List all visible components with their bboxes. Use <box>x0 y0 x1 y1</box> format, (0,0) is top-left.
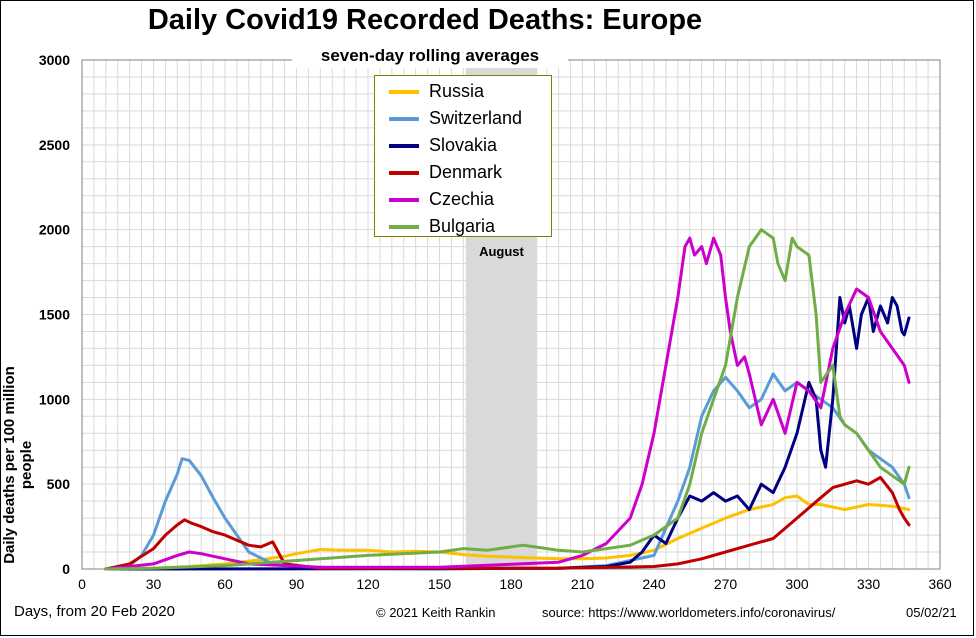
x-tick-label: 180 <box>499 576 523 592</box>
legend-swatch-slovakia <box>389 143 419 148</box>
x-tick-label: 240 <box>642 576 666 592</box>
legend-label-bulgaria: Bulgaria <box>429 216 496 236</box>
legend: Russia Switzerland Slovakia Denmark Czec… <box>374 75 552 237</box>
series-line-czechia <box>104 236 911 571</box>
date-text: 05/02/21 <box>906 605 957 620</box>
legend-item: Bulgaria <box>375 213 551 240</box>
legend-swatch-czechia <box>389 197 419 202</box>
y-tick-label: 2000 <box>39 222 70 238</box>
y-tick-label: 1000 <box>39 391 70 407</box>
legend-swatch-russia <box>389 89 419 94</box>
x-tick-label: 300 <box>785 576 809 592</box>
legend-item: Slovakia <box>375 132 551 159</box>
y-tick-label: 3000 <box>39 52 70 68</box>
legend-item: Switzerland <box>375 105 551 132</box>
legend-item: Denmark <box>375 159 551 186</box>
y-axis-label: Daily deaths per 100 million people <box>1 366 35 564</box>
legend-label-czechia: Czechia <box>429 189 495 209</box>
x-tick-label: 0 <box>78 576 86 592</box>
series-line-russia <box>104 494 911 571</box>
chart-subtitle: seven-day rolling averages <box>292 44 568 68</box>
august-label: August <box>479 244 524 259</box>
x-tick-label: 90 <box>289 576 305 592</box>
y-tick-label: 0 <box>62 561 70 577</box>
legend-label-switzerland: Switzerland <box>429 108 523 128</box>
series-line-slovakia <box>104 296 911 571</box>
x-tick-label: 120 <box>356 576 380 592</box>
x-axis-label: Days, from 20 Feb 2020 <box>14 603 175 620</box>
series-line-denmark <box>104 475 911 571</box>
legend-label-russia: Russia <box>429 81 485 101</box>
x-tick-label: 210 <box>571 576 595 592</box>
legend-swatch-switzerland <box>389 116 419 121</box>
x-tick-label: 330 <box>857 576 881 592</box>
y-tick-label: 1500 <box>39 307 70 323</box>
legend-label-denmark: Denmark <box>429 162 503 182</box>
x-tick-label: 60 <box>217 576 233 592</box>
y-tick-label: 2500 <box>39 137 70 153</box>
source-text: source: https://www.worldometers.info/co… <box>542 605 836 620</box>
chart-title: Daily Covid19 Recorded Deaths: Europe <box>147 4 703 36</box>
y-tick-label: 500 <box>47 476 71 492</box>
x-tick-label: 360 <box>928 576 952 592</box>
copyright-text: © 2021 Keith Rankin <box>376 605 496 620</box>
x-tick-label: 30 <box>146 576 162 592</box>
legend-swatch-bulgaria <box>389 224 419 229</box>
x-tick-label: 150 <box>428 576 452 592</box>
legend-item: Czechia <box>375 186 551 213</box>
legend-swatch-denmark <box>389 170 419 175</box>
legend-item: Russia <box>375 78 551 105</box>
series-line-bulgaria <box>104 228 911 571</box>
legend-label-slovakia: Slovakia <box>429 135 498 155</box>
x-tick-label: 270 <box>714 576 738 592</box>
